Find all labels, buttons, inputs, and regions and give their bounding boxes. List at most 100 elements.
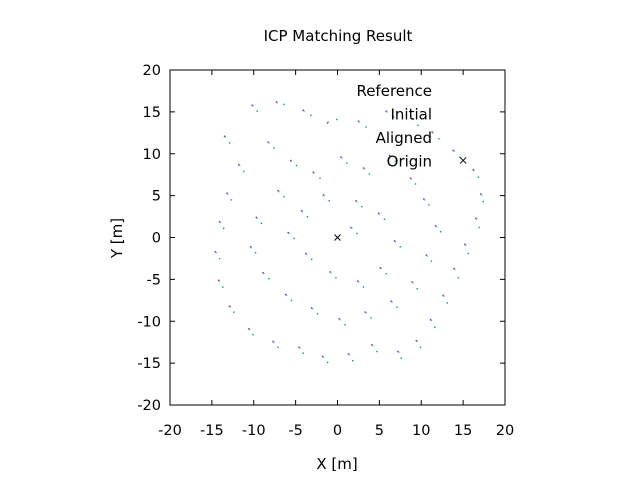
reference-point bbox=[228, 305, 231, 307]
reference-point bbox=[251, 104, 253, 106]
initial-point bbox=[419, 346, 422, 349]
aligned-point bbox=[357, 281, 360, 283]
y-tick-label: 10 bbox=[143, 147, 161, 163]
aligned-point bbox=[311, 308, 314, 310]
reference-point bbox=[350, 226, 352, 229]
reference-point bbox=[377, 212, 380, 215]
initial-point bbox=[230, 199, 232, 201]
initial-point bbox=[416, 287, 418, 290]
reference-point bbox=[326, 122, 329, 124]
initial-point bbox=[273, 147, 275, 149]
reference-point bbox=[452, 149, 454, 152]
x-tick-label: -5 bbox=[288, 423, 302, 439]
legend-label-reference: Reference bbox=[356, 82, 432, 100]
initial-point bbox=[394, 160, 397, 163]
initial-point bbox=[399, 246, 402, 248]
origin-marker bbox=[459, 157, 467, 164]
initial-point bbox=[336, 118, 338, 121]
y-tick-label: 0 bbox=[152, 231, 161, 247]
aligned-point bbox=[363, 168, 366, 170]
reference-point bbox=[464, 243, 466, 245]
initial-point bbox=[223, 227, 225, 230]
aligned-point bbox=[263, 272, 265, 275]
initial-point bbox=[439, 231, 442, 233]
reference-point bbox=[302, 109, 304, 111]
reference-point bbox=[300, 210, 303, 212]
initial-point bbox=[222, 286, 224, 288]
initial-point bbox=[310, 114, 312, 117]
axis-ticks bbox=[169, 69, 506, 406]
y-tick-label: 20 bbox=[143, 63, 161, 79]
initial-point bbox=[430, 260, 433, 262]
reference-point bbox=[338, 318, 340, 320]
y-tick-label: 15 bbox=[143, 105, 161, 121]
initial-point bbox=[319, 177, 321, 179]
initial-point bbox=[233, 311, 235, 313]
x-tick-label: -15 bbox=[200, 423, 224, 439]
initial-point bbox=[228, 142, 231, 144]
reference-point bbox=[217, 279, 220, 282]
aligned-point bbox=[299, 347, 301, 349]
aligned-point bbox=[288, 232, 290, 235]
reference-point bbox=[218, 220, 221, 223]
aligned-point bbox=[389, 155, 392, 158]
y-axis-label: Y [m] bbox=[108, 218, 126, 259]
initial-point bbox=[414, 183, 417, 185]
aligned-point bbox=[248, 329, 251, 331]
aligned-point bbox=[454, 268, 456, 271]
aligned-point bbox=[252, 105, 254, 107]
aligned-point bbox=[410, 178, 412, 180]
aligned-point bbox=[215, 251, 217, 254]
initial-point bbox=[393, 116, 395, 118]
reference-point bbox=[329, 271, 331, 273]
initial-point bbox=[370, 317, 372, 319]
aligned-point bbox=[426, 255, 428, 257]
data-points bbox=[214, 101, 485, 364]
x-tick-label: 5 bbox=[375, 423, 384, 439]
initial-point bbox=[346, 162, 348, 164]
aligned-point bbox=[301, 210, 304, 213]
reference-point bbox=[409, 177, 412, 179]
reference-point bbox=[411, 117, 413, 120]
initial-point bbox=[293, 237, 295, 240]
initial-point bbox=[283, 103, 285, 106]
legend-label-origin: Origin bbox=[387, 153, 432, 171]
reference-point bbox=[362, 167, 365, 169]
reference-point bbox=[357, 280, 359, 282]
reference-point bbox=[284, 293, 287, 296]
reference-point bbox=[262, 272, 264, 274]
aligned-point bbox=[432, 132, 434, 134]
reference-point bbox=[267, 141, 269, 143]
reference-point bbox=[275, 101, 278, 103]
initial-point bbox=[243, 170, 245, 173]
aligned-point bbox=[305, 253, 308, 256]
reference-point bbox=[226, 192, 228, 194]
chart-title: ICP Matching Result bbox=[264, 27, 413, 45]
reference-point bbox=[238, 164, 240, 166]
reference-point bbox=[347, 353, 350, 355]
aligned-point bbox=[378, 213, 381, 215]
initial-point bbox=[467, 252, 469, 255]
aligned-point bbox=[323, 195, 325, 197]
initial-point bbox=[383, 218, 386, 220]
aligned-point bbox=[416, 340, 418, 343]
reference-point bbox=[385, 110, 387, 112]
reference-point bbox=[397, 350, 399, 353]
reference-point bbox=[248, 328, 250, 330]
x-axis-label: X [m] bbox=[316, 455, 357, 473]
initial-point bbox=[385, 272, 387, 275]
reference-point bbox=[411, 281, 413, 283]
reference-point bbox=[277, 190, 279, 192]
initial-point bbox=[295, 164, 298, 167]
aligned-point bbox=[313, 172, 315, 174]
aligned-point bbox=[330, 272, 332, 274]
aligned-point bbox=[443, 295, 445, 297]
reference-point bbox=[223, 135, 226, 137]
initial-point bbox=[459, 156, 461, 158]
y-tick-label: -15 bbox=[137, 356, 161, 372]
initial-point bbox=[361, 205, 363, 208]
x-tick-label: 10 bbox=[412, 423, 430, 439]
initial-point bbox=[344, 324, 346, 326]
aligned-point bbox=[238, 164, 241, 167]
aligned-point bbox=[278, 190, 280, 193]
